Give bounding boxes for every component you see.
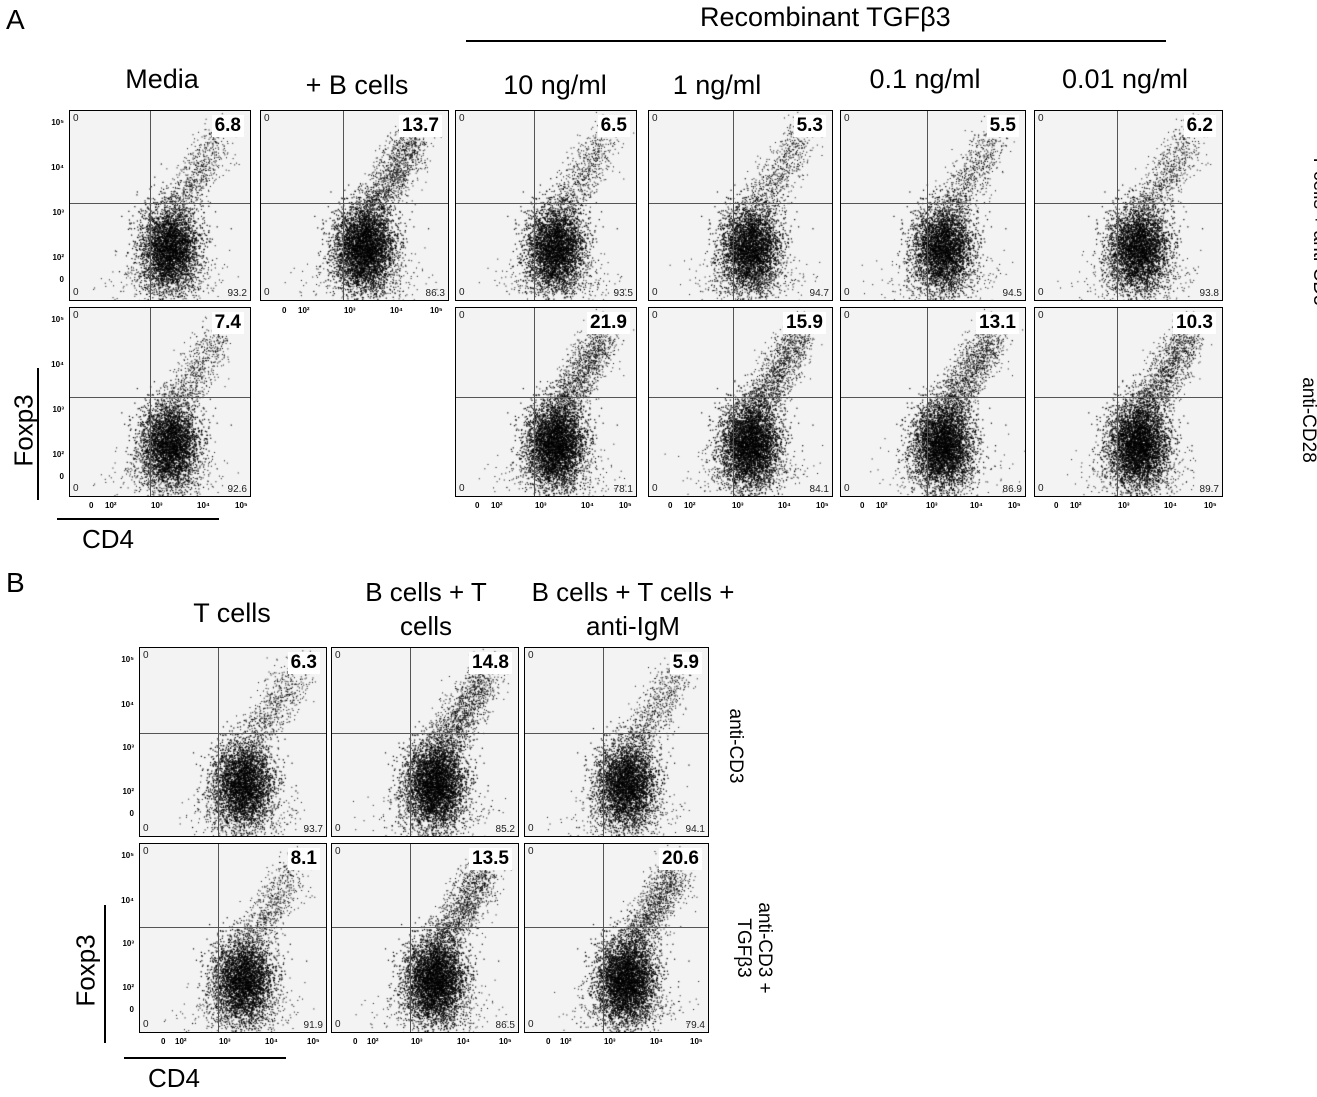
- x-axis-rule: [124, 1057, 286, 1059]
- col-head-10ng: 10 ng/ml: [503, 70, 607, 100]
- flow-plot-a-001ng-r2: 0 0 10.3 89.7: [1034, 307, 1223, 497]
- percent-foxp3-negative: 78.1: [613, 484, 633, 495]
- col-head-t-cells: T cells: [193, 598, 271, 628]
- col-head-b-plus-t: B cells + T cells: [365, 577, 487, 641]
- percent-foxp3-negative: 79.4: [685, 1020, 705, 1031]
- flow-plot-b-bt-igm-r2: 0 0 20.6 79.4: [524, 843, 709, 1033]
- percent-foxp3-positive: 14.8: [469, 652, 512, 674]
- percent-foxp3-positive: 7.4: [211, 312, 244, 334]
- x-axis-ticks: 0 10² 10³ 10⁴ 10⁵: [1054, 501, 1217, 510]
- flow-plot-b-bt-r1: 0 0 14.8 85.2: [331, 647, 519, 837]
- percent-foxp3-negative: 93.7: [303, 824, 323, 835]
- recombinant-tgfb3-header: Recombinant TGFβ3: [700, 2, 951, 32]
- percent-foxp3-positive: 5.5: [986, 115, 1019, 137]
- percent-foxp3-negative: 94.7: [809, 288, 829, 299]
- flow-plot-a-10ng-r1: 0 0 6.5 93.5: [455, 110, 637, 301]
- col-head-b-cells: + B cells: [305, 70, 409, 100]
- row-label-anti-cd3-cd28: T cells + anti-CD3 + anti-CD28: [1298, 377, 1317, 463]
- flow-plot-a-1ng-r2: 0 0 15.9 84.1: [648, 307, 833, 497]
- percent-foxp3-negative: 86.5: [495, 1020, 515, 1031]
- panel-a-letter: A: [6, 4, 25, 35]
- percent-foxp3-positive: 6.3: [287, 652, 320, 674]
- percent-foxp3-positive: 13.1: [976, 312, 1019, 334]
- x-axis-ticks: 0 10² 10³ 10⁴ 10⁵: [89, 501, 248, 510]
- percent-foxp3-positive: 8.1: [287, 848, 320, 870]
- flow-plot-a-001ng-r1: 0 0 6.2 93.8: [1034, 110, 1223, 301]
- col-head-b-plus-t-anti-igm: B cells + T cells + anti-IgM: [531, 577, 735, 641]
- x-axis-title-cd4: CD4: [82, 524, 135, 554]
- percent-foxp3-negative: 86.9: [1002, 484, 1022, 495]
- panel-b-letter: B: [6, 567, 25, 598]
- percent-foxp3-negative: 93.8: [1199, 288, 1219, 299]
- y-axis-rule: [37, 368, 39, 500]
- flow-plot-a-1ng-r1: 0 0 5.3 94.7: [648, 110, 833, 301]
- x-axis-ticks: 0 10² 10³ 10⁴ 10⁵: [860, 501, 1021, 510]
- col-head-1ng: 1 ng/ml: [672, 70, 762, 100]
- flow-plot-a-bcells-r1: 0 0 13.7 86.3: [260, 110, 449, 301]
- percent-foxp3-positive: 21.9: [587, 312, 630, 334]
- percent-foxp3-positive: 6.8: [211, 115, 244, 137]
- x-axis-rule: [57, 518, 219, 520]
- percent-foxp3-negative: 85.2: [495, 824, 515, 835]
- y-axis-title-foxp3: Foxp3: [8, 394, 39, 467]
- percent-foxp3-positive: 13.7: [399, 115, 442, 137]
- percent-foxp3-positive: 15.9: [783, 312, 826, 334]
- y-axis-ticks: 10⁵ 10⁴ 10³ 10² 0: [51, 118, 64, 284]
- y-axis-ticks: 10⁵ 10⁴ 10³ 10² 0: [51, 315, 64, 481]
- percent-foxp3-positive: 13.5: [469, 848, 512, 870]
- percent-foxp3-negative: 91.9: [303, 1020, 323, 1031]
- flow-plot-b-tcells-r2: 0 0 8.1 91.9: [139, 843, 327, 1033]
- flow-plot-a-01ng-r2: 0 0 13.1 86.9: [840, 307, 1026, 497]
- x-axis-ticks: 0 10² 10³ 10⁴ 10⁵: [353, 1037, 512, 1046]
- percent-foxp3-positive: 6.2: [1183, 115, 1216, 137]
- x-axis-ticks: 0 10² 10³ 10⁴ 10⁵: [546, 1037, 703, 1046]
- flow-plot-a-media-r2: 0 0 7.4 92.6: [69, 307, 251, 497]
- percent-foxp3-negative: 94.5: [1002, 288, 1022, 299]
- percent-foxp3-negative: 94.1: [685, 824, 705, 835]
- row-label-b-anti-cd3: anti-CD3: [725, 708, 746, 784]
- percent-foxp3-positive: 5.3: [793, 115, 826, 137]
- flow-plot-b-tcells-r1: 0 0 6.3 93.7: [139, 647, 327, 837]
- percent-foxp3-negative: 92.6: [227, 484, 247, 495]
- percent-foxp3-negative: 89.7: [1199, 484, 1219, 495]
- row-label-b-anti-cd3-tgfb3: anti-CD3 + TGFβ3: [733, 902, 775, 994]
- percent-foxp3-negative: 84.1: [809, 484, 829, 495]
- flow-plot-a-10ng-r2: 0 0 21.9 78.1: [455, 307, 637, 497]
- percent-foxp3-positive: 6.5: [597, 115, 630, 137]
- y-axis-ticks: 10⁵ 10⁴ 10³ 10² 0: [121, 655, 134, 818]
- x-axis-ticks: 0 10² 10³ 10⁴ 10⁵: [161, 1037, 320, 1046]
- x-axis-ticks: 0 10² 10³ 10⁴ 10⁵: [282, 306, 443, 315]
- flow-plot-a-01ng-r1: 0 0 5.5 94.5: [840, 110, 1026, 301]
- x-axis-title-cd4: CD4: [148, 1063, 201, 1093]
- y-axis-rule: [104, 905, 106, 1043]
- x-axis-ticks: 0 10² 10³ 10⁴ 10⁵: [668, 501, 829, 510]
- percent-foxp3-negative: 93.2: [227, 288, 247, 299]
- percent-foxp3-positive: 10.3: [1173, 312, 1216, 334]
- flow-plot-b-bt-igm-r1: 0 0 5.9 94.1: [524, 647, 709, 837]
- recombinant-group-rule: [466, 40, 1166, 42]
- col-head-001ng: 0.01 ng/ml: [1061, 64, 1189, 94]
- flow-plot-a-media-r1: 0 0 6.8 93.2: [69, 110, 251, 301]
- y-axis-ticks: 10⁵ 10⁴ 10³ 10² 0: [121, 851, 134, 1014]
- percent-foxp3-positive: 5.9: [669, 652, 702, 674]
- percent-foxp3-negative: 93.5: [613, 288, 633, 299]
- col-head-media: Media: [125, 64, 199, 94]
- percent-foxp3-negative: 86.3: [425, 288, 445, 299]
- row-label-anti-cd3: T cells + anti-CD3: [1309, 154, 1317, 306]
- percent-foxp3-positive: 20.6: [659, 848, 702, 870]
- col-head-01ng: 0.1 ng/ml: [869, 64, 981, 94]
- flow-plot-b-bt-r2: 0 0 13.5 86.5: [331, 843, 519, 1033]
- y-axis-title-foxp3: Foxp3: [70, 934, 101, 1007]
- x-axis-ticks: 0 10² 10³ 10⁴ 10⁵: [475, 501, 632, 510]
